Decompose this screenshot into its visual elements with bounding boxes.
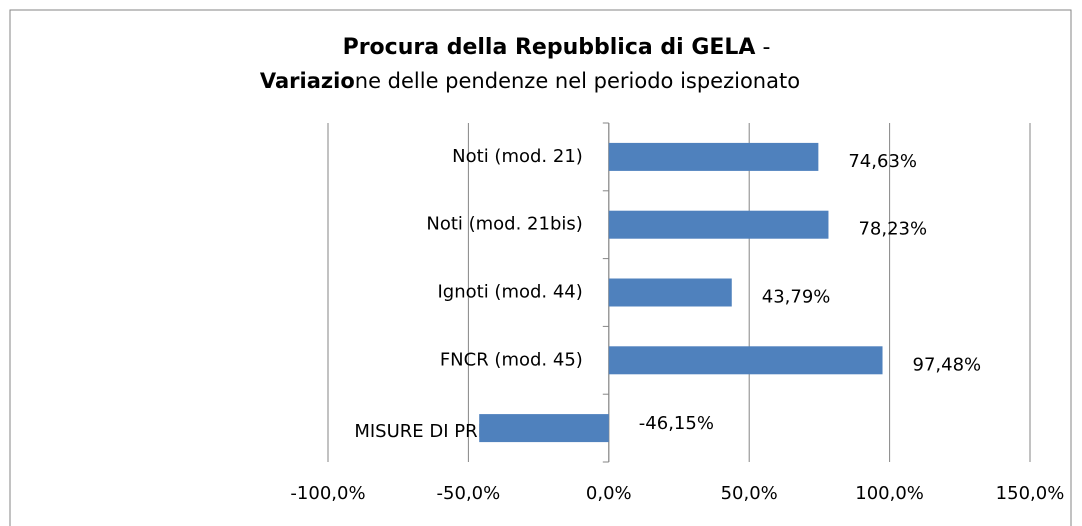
bar [608,278,732,307]
x-tick-label: 50,0% [721,483,778,504]
y-tick-label: FNCR (mod. 45) [440,349,583,370]
value-label: 74,63% [848,151,917,172]
chart-title-line1: Procura della Repubblica di GELA - [343,35,778,60]
y-tick-label: Noti (mod. 21) [452,146,583,167]
x-tick-label: 0,0% [586,483,632,504]
value-label: -46,15% [639,413,714,434]
x-tick-label: -100,0% [290,483,365,504]
bar [608,346,883,375]
bar [479,414,609,443]
x-tick-label: -50,0% [437,483,501,504]
y-tick-label: Noti (mod. 21bis) [426,214,582,235]
chart-title-line2: Variazione delle pendenze nel periodo is… [260,69,800,93]
value-label: 78,23% [858,219,927,240]
title-bold: Variazio [260,69,355,93]
title-rest: - [755,35,777,60]
y-tick-label: Ignoti (mod. 44) [437,282,582,303]
value-label: 97,48% [913,354,982,375]
bar [608,142,819,171]
title-rest: ne delle pendenze nel periodo ispezionat… [355,69,800,93]
x-tick-label: 150,0% [996,483,1065,504]
value-label: 43,79% [762,287,831,308]
title-bold: Procura della Repubblica di GELA [343,35,756,60]
x-tick-label: 100,0% [855,483,924,504]
bar [608,210,829,239]
